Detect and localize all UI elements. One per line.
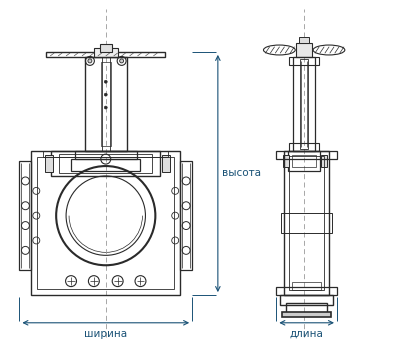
Circle shape [120,59,124,63]
Bar [43,151,168,157]
Bar [286,303,327,313]
Bar [276,287,337,295]
Text: высота: высота [222,169,261,179]
Bar [45,155,53,172]
Bar [288,151,320,171]
Bar [94,48,118,57]
Bar [299,37,309,43]
Bar [71,159,140,171]
Bar [300,59,308,149]
Bar [293,57,315,151]
Circle shape [104,80,107,83]
Bar [101,62,111,146]
Circle shape [88,59,92,63]
Bar [100,44,112,52]
Bar [283,155,289,167]
Text: ширина: ширина [84,329,127,339]
Bar [296,43,312,57]
Circle shape [104,93,107,96]
Bar [180,161,192,270]
Bar [37,157,174,289]
Bar [59,154,152,173]
Bar [282,312,331,317]
Bar [289,156,324,290]
Text: длина: длина [290,329,324,339]
Bar [289,57,319,65]
Circle shape [104,106,107,109]
Bar [280,295,333,305]
Bar [75,151,136,159]
Bar [85,57,126,151]
Bar [292,282,321,290]
Bar [284,151,329,295]
Bar [20,161,31,270]
Bar [281,213,332,233]
Bar [162,155,170,172]
Bar [46,52,165,57]
Bar [276,151,337,159]
Bar [321,155,327,167]
Bar [31,151,180,295]
Bar [51,151,160,176]
Bar [292,155,316,167]
Bar [289,143,319,151]
